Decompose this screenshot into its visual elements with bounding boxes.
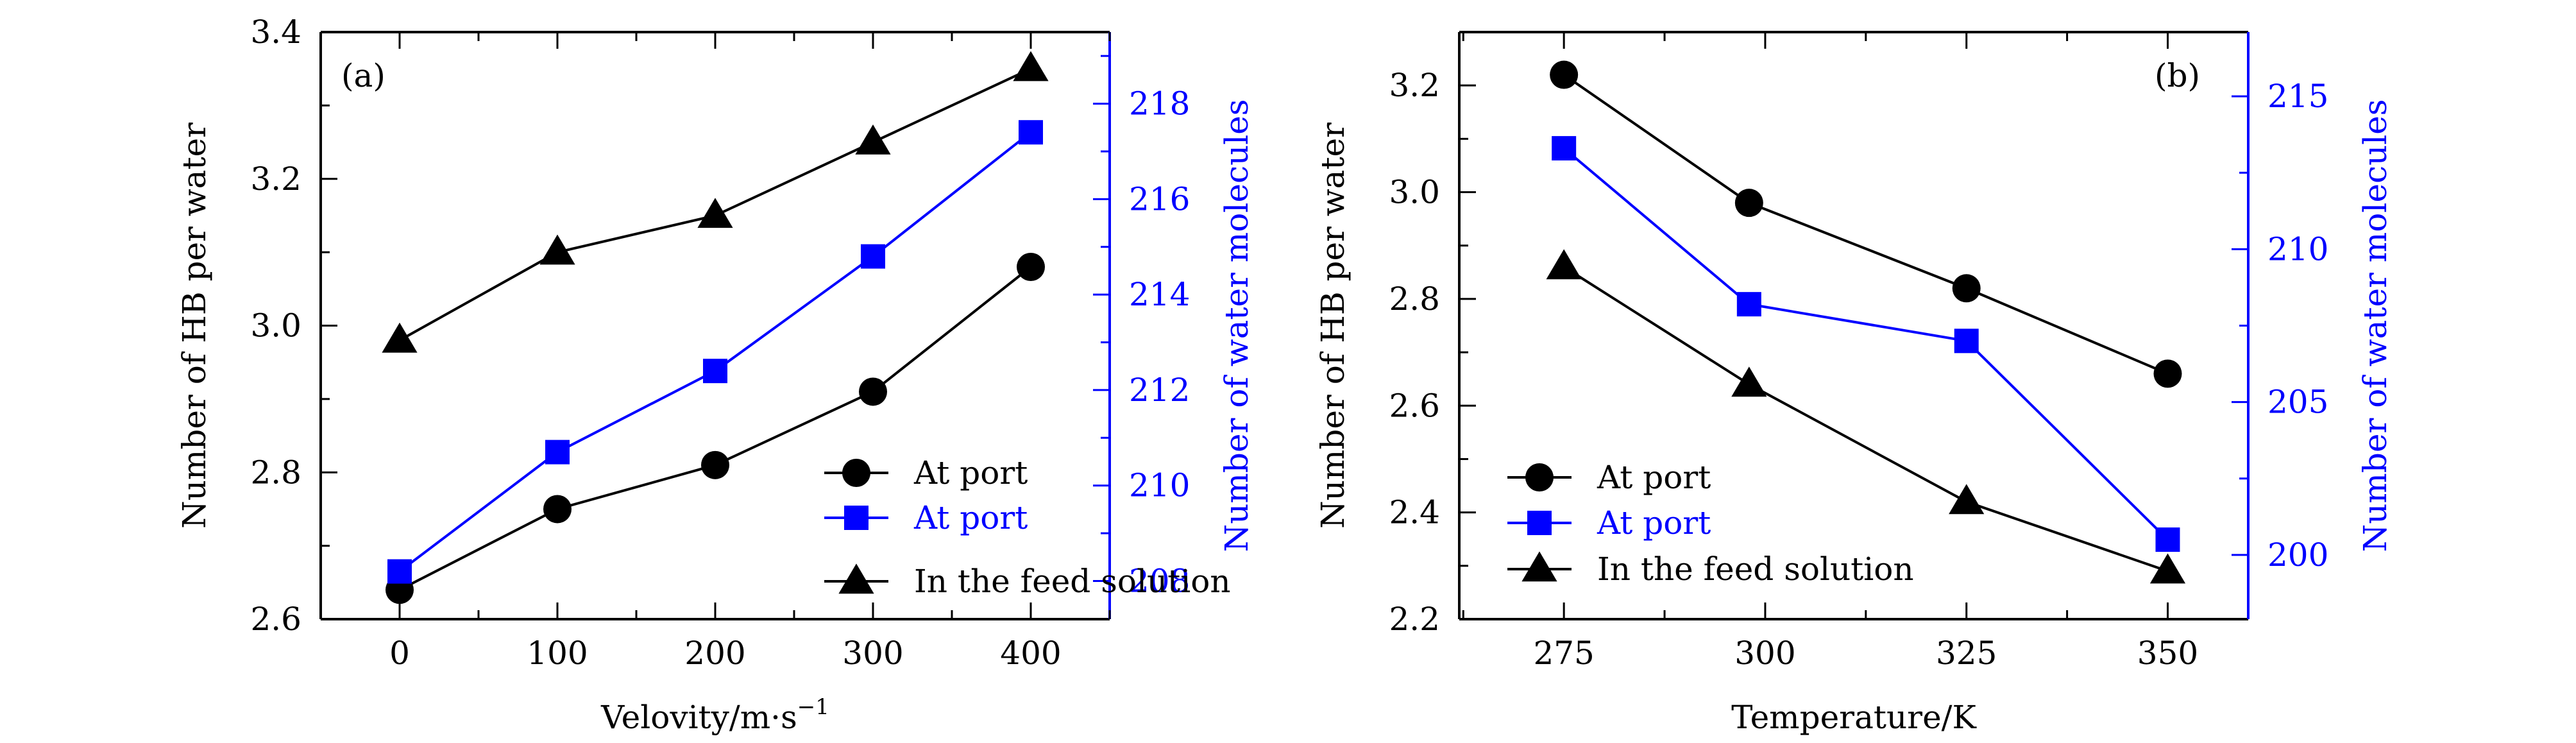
series-line-0 [399, 266, 1032, 592]
data-point-triangle [1013, 51, 1049, 81]
x-tick-label: 200 [684, 635, 745, 672]
right-y-tick-label: 215 [2267, 78, 2328, 115]
right-y-tick-label: 216 [1129, 180, 1190, 218]
data-point-triangle [855, 124, 891, 155]
data-point-circle [1952, 274, 1981, 303]
data-point-square [861, 244, 885, 269]
right-y-tick-label: 212 [1129, 372, 1190, 409]
x-tick-label: 325 [1936, 635, 1997, 672]
data-point-triangle [539, 234, 575, 265]
y-axis-label: Number of HB per water [176, 123, 213, 529]
series-line-0 [1563, 73, 2169, 375]
x-axis-label-superscript: −1 [797, 694, 829, 720]
right-y-tick-label: 200 [2267, 536, 2328, 574]
y-tick-label: 3.0 [1389, 174, 1440, 211]
y-tick-label: 2.8 [1389, 280, 1440, 318]
x-tick-label: 275 [1533, 635, 1594, 672]
panel-label: (a) [341, 57, 386, 94]
data-point-triangle [2149, 553, 2186, 584]
data-point-circle [1734, 189, 1763, 218]
y-tick-label: 3.2 [1389, 67, 1440, 104]
legend-marker-square [844, 506, 869, 530]
x-tick-label: 300 [842, 635, 903, 672]
data-point-square [703, 359, 727, 384]
y-tick-label: 2.4 [1389, 494, 1440, 531]
data-point-triangle [1731, 366, 1767, 397]
legend-label: In the feed solution [914, 563, 1231, 600]
legend-marker-circle [842, 459, 870, 487]
data-point-triangle [697, 198, 733, 228]
data-point-circle [2153, 359, 2182, 388]
x-axis-label: Temperature/K [1731, 699, 1977, 736]
y-tick-label: 2.6 [250, 601, 301, 638]
right-y-tick-label: 218 [1129, 85, 1190, 123]
legend-marker-circle [1525, 463, 1554, 491]
legend-label: At port [913, 454, 1028, 491]
y-tick-label: 3.4 [250, 13, 301, 51]
x-tick-label: 100 [527, 635, 588, 672]
legend-marker-triangle [838, 563, 874, 594]
right-y-tick-label: 214 [1129, 276, 1190, 313]
data-point-circle [859, 377, 887, 406]
data-point-circle [1550, 60, 1579, 89]
x-tick-label: 300 [1734, 635, 1795, 672]
data-point-triangle [1546, 249, 1582, 280]
y-tick-label: 2.8 [250, 454, 301, 491]
series-line-2 [1563, 266, 2169, 573]
y-axis-label: Number of HB per water [1314, 123, 1352, 529]
x-tick-label: 350 [2137, 635, 2198, 672]
y-tick-label: 3.0 [250, 307, 301, 345]
data-point-square [1736, 292, 1761, 317]
panel-label: (b) [2155, 57, 2200, 94]
right-y-axis-label: Number of water molecules [2357, 99, 2394, 552]
series-line-1 [1563, 147, 2169, 541]
x-tick-label: 400 [1000, 635, 1061, 672]
y-tick-label: 3.2 [250, 160, 301, 198]
legend-label: At port [1597, 459, 1711, 496]
data-point-triangle [1949, 484, 1985, 515]
data-point-circle [543, 495, 572, 524]
right-y-tick-label: 205 [2267, 384, 2328, 421]
data-point-square [1552, 136, 1577, 161]
legend-label: At port [913, 499, 1028, 536]
data-point-square [545, 440, 570, 465]
x-axis-label: Velovity/m·s−1 [600, 694, 829, 736]
y-tick-label: 2.6 [1389, 387, 1440, 424]
legend-marker-square [1527, 511, 1552, 535]
y-tick-label: 2.2 [1389, 601, 1440, 638]
right-y-tick-label: 210 [1129, 467, 1190, 504]
data-point-square [2155, 527, 2180, 552]
right-y-axis-label: Number of water molecules [1218, 99, 1255, 552]
legend-label: In the feed solution [1597, 551, 1914, 588]
data-point-square [1019, 120, 1043, 145]
data-point-triangle [382, 322, 418, 353]
data-point-square [387, 559, 412, 584]
right-y-tick-label: 208 [1129, 562, 1190, 599]
data-point-square [1954, 329, 1979, 354]
legend-marker-triangle [1521, 551, 1557, 582]
data-point-circle [1017, 253, 1045, 281]
legend-label: At port [1597, 504, 1711, 542]
data-point-circle [701, 450, 729, 479]
right-y-tick-label: 210 [2267, 230, 2328, 268]
x-tick-label: 0 [389, 635, 410, 672]
